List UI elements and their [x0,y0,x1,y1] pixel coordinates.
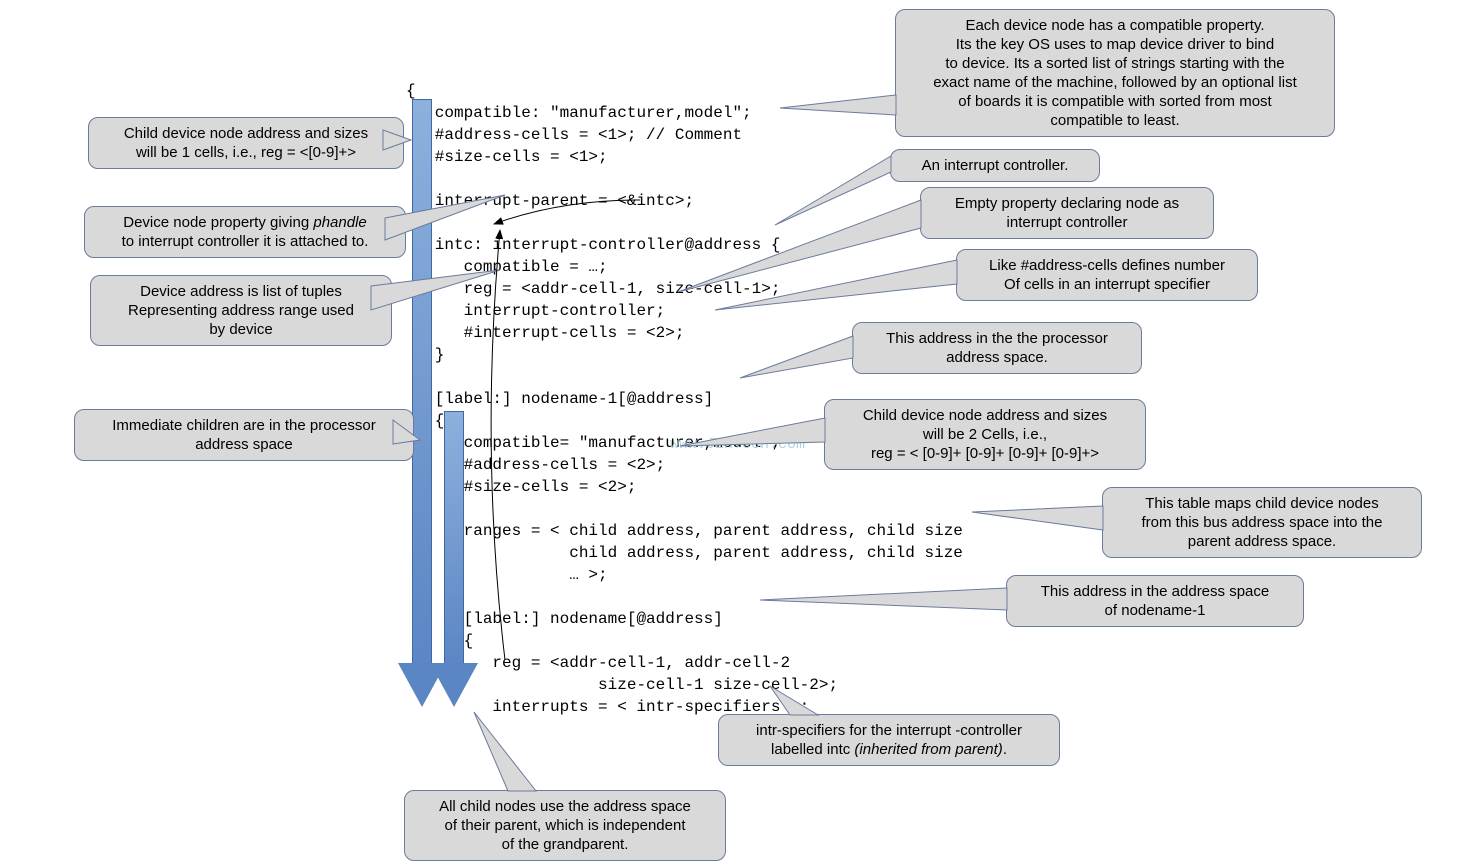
callout-phandle: Device node property giving phandleto in… [84,206,406,258]
callout-device-addr: Device address is list of tuplesRepresen… [90,275,392,346]
callout-text: All child nodes use the address spaceof … [439,798,691,853]
callout-text: Each device node has a compatible proper… [933,17,1297,129]
callout-addr-nodename1: This address in the address spaceof node… [1006,575,1304,627]
callout-proc-addr-space: This address in the the processoraddress… [852,322,1142,374]
watermark: www.JEHTech.com [670,436,805,453]
callout-text: Child device node address and sizeswill … [863,407,1107,462]
callout-text: This address in the address spaceof node… [1041,583,1269,619]
callout-text: Empty property declaring node asinterrup… [955,195,1179,231]
callout-empty-prop: Empty property declaring node asinterrup… [920,187,1214,239]
callout-text: Child device node address and sizeswill … [124,125,368,161]
callout-child-addr-space: All child nodes use the address spaceof … [404,790,726,861]
callout-text: Like #address-cells defines numberOf cel… [989,257,1225,293]
callout-text: Device address is list of tuplesRepresen… [128,283,354,338]
callout-text: Immediate children are in the processora… [112,417,375,453]
callout-int-controller: An interrupt controller. [890,149,1100,182]
callout-child-2cells: Child device node address and sizeswill … [824,399,1146,470]
callout-text: An interrupt controller. [922,157,1069,174]
callout-immediate-children: Immediate children are in the processora… [74,409,414,461]
callout-text: This table maps child device nodesfrom t… [1142,495,1383,550]
callout-ranges-table: This table maps child device nodesfrom t… [1102,487,1422,558]
callout-text: This address in the the processoraddress… [886,330,1108,366]
callout-int-cells: Like #address-cells defines numberOf cel… [956,249,1258,301]
callout-intr-specifiers: intr-specifiers for the interrupt -contr… [718,714,1060,766]
callout-child-1cell: Child device node address and sizeswill … [88,117,404,169]
callout-compatible-explain: Each device node has a compatible proper… [895,9,1335,137]
